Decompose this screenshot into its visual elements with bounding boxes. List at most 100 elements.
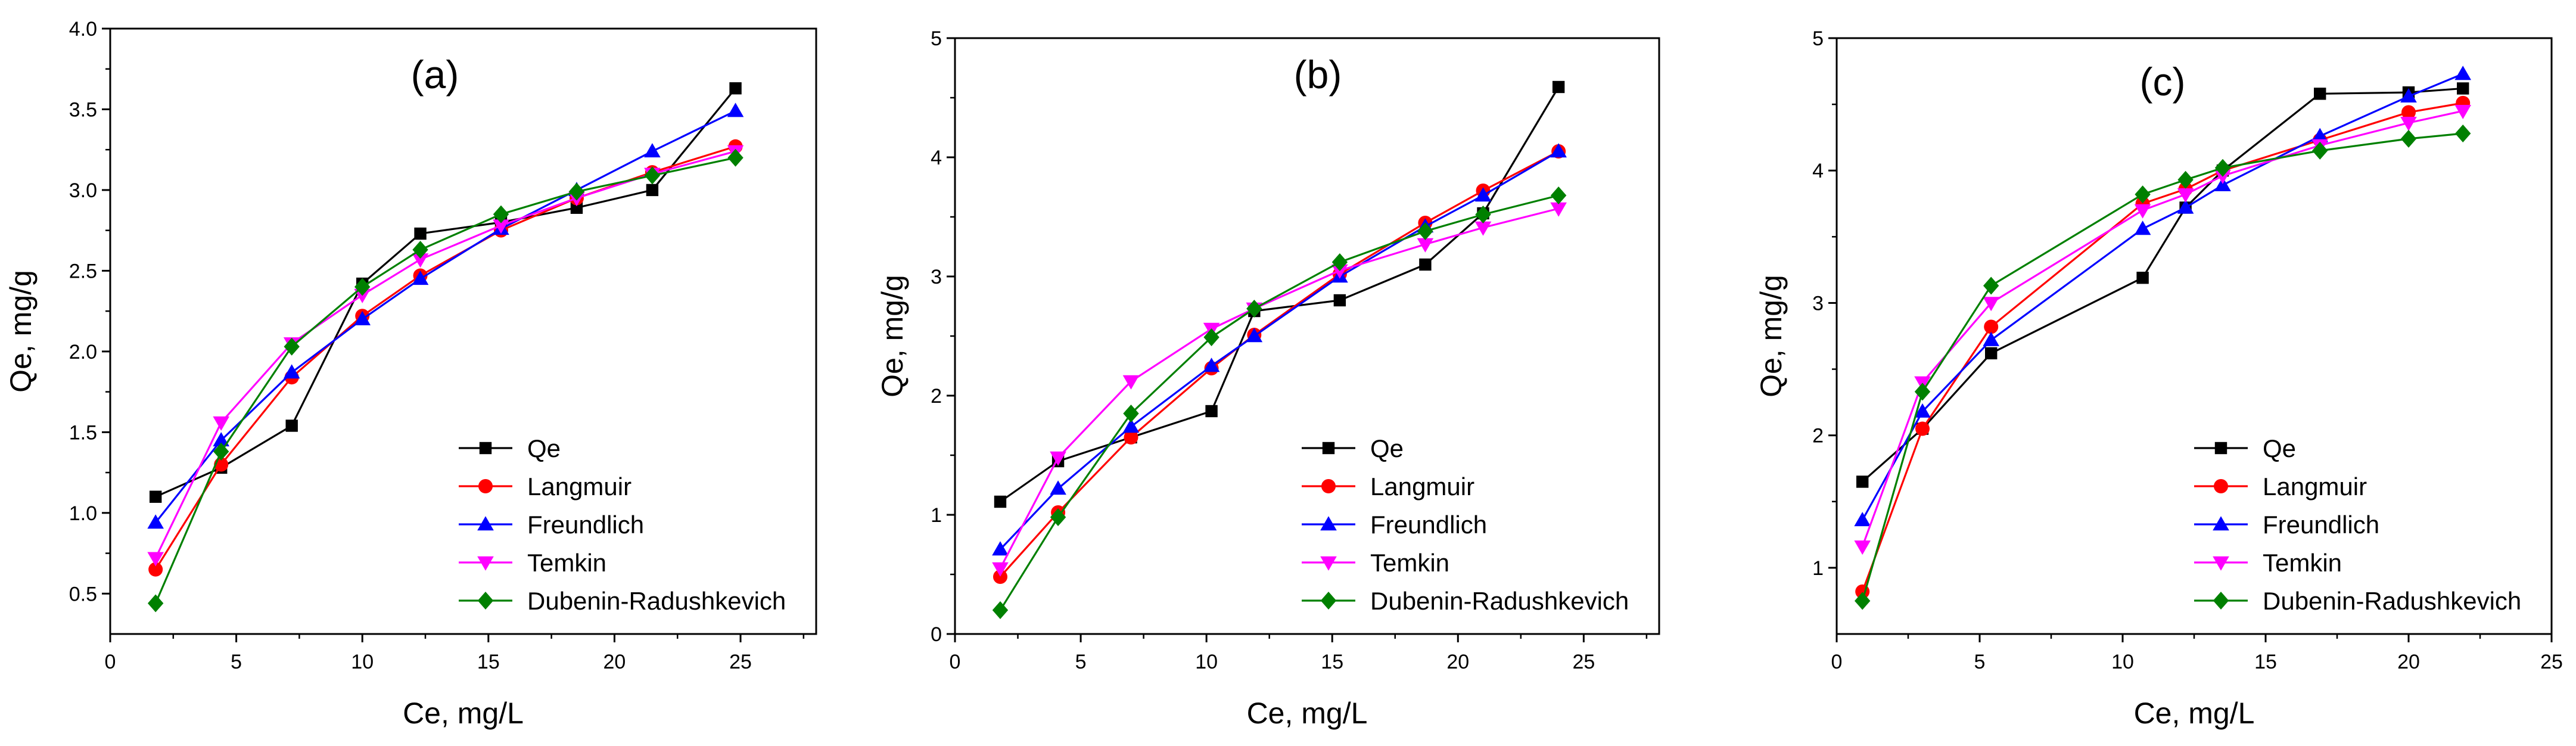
legend-label: Dubenin-Radushkevich: [2263, 587, 2521, 615]
chart-panel-c: 0 5 10 15 20 25 1 2 3 4 5 Ce, mg/L Qe, mg/g (c) Qe Lang…: [1754, 27, 2563, 730]
x-tick-label: 5: [1075, 651, 1087, 673]
panel-label: (b): [1294, 52, 1342, 97]
legend-marker: [2213, 592, 2229, 610]
series-freundlich: [1854, 66, 2471, 527]
data-point: [414, 227, 427, 240]
legend-label: Freundlich: [2263, 511, 2379, 539]
data-point: [1050, 480, 1066, 495]
data-point: [1984, 319, 1999, 334]
data-point: [1246, 328, 1263, 343]
data-point: [994, 495, 1007, 508]
data-point: [992, 541, 1009, 556]
legend-label: Dubenin-Radushkevich: [1370, 587, 1629, 615]
x-tick-label: 20: [603, 651, 626, 673]
legend-marker: [1320, 556, 1337, 571]
legend-label: Langmuir: [1370, 473, 1474, 501]
x-tick-label: 15: [477, 651, 500, 673]
data-point: [1122, 418, 1140, 433]
y-tick-label: 5: [931, 27, 942, 50]
data-point: [412, 241, 428, 259]
data-point: [993, 570, 1007, 584]
data-point: [2311, 128, 2328, 142]
chart-panel-b: 0 5 10 15 20 25 0 1 2 3 4 5 Ce, mg/L Qe, mg/g (b) Qe Lan…: [876, 27, 1660, 730]
data-point: [147, 594, 164, 613]
x-tick-label: 25: [2540, 651, 2563, 673]
data-point: [354, 310, 371, 325]
data-point: [1855, 592, 1871, 610]
plot-frame: [109, 27, 817, 635]
data-point: [2177, 188, 2194, 203]
data-point: [2457, 82, 2469, 95]
data-point: [2400, 129, 2417, 148]
data-point: [570, 201, 583, 214]
data-point: [1203, 358, 1220, 372]
data-point: [1050, 508, 1066, 526]
y-tick-label: 3: [931, 266, 942, 288]
y-tick-label: 2: [931, 385, 942, 408]
series-temkin: [147, 145, 744, 567]
data-point: [2312, 141, 2328, 160]
data-point: [1983, 331, 1999, 346]
legend-label: Qe: [2263, 434, 2296, 462]
data-point: [213, 432, 230, 447]
x-tick-label: 20: [2397, 651, 2420, 673]
data-point: [2135, 185, 2151, 204]
data-point: [2134, 204, 2151, 219]
legend-marker: [2214, 479, 2228, 493]
chart-panel-a: 0 5 10 15 20 25 0.5 1.0 1.5 2.0 2.5 3.0 3.5 4.0 Ce, mg…: [4, 18, 817, 730]
panel-label: (a): [411, 52, 459, 97]
data-point: [2454, 66, 2471, 80]
y-tick-label: 3: [1812, 292, 1824, 315]
y-tick-label: 3.5: [69, 98, 97, 121]
legend: Qe Langmuir Freundlich Temkin Dubenin-Radush…: [2194, 434, 2521, 615]
data-point: [213, 442, 229, 461]
data-point: [148, 562, 163, 577]
data-point: [1419, 258, 1432, 271]
data-point: [1331, 264, 1348, 279]
series-langmuir: [148, 139, 743, 577]
series-temkin: [1854, 105, 2471, 555]
data-point: [283, 364, 300, 379]
data-point: [727, 148, 743, 167]
data-point: [2134, 220, 2151, 235]
data-point: [1550, 186, 1567, 204]
data-point: [2400, 88, 2417, 102]
y-axis-title: Qe, mg/g: [1754, 275, 1788, 397]
y-tick-label: 1: [1812, 557, 1824, 580]
series-dubenin-radushkevich: [992, 186, 1567, 619]
y-tick-label: 2.0: [69, 341, 97, 363]
data-point: [1333, 294, 1346, 307]
data-point: [729, 82, 742, 95]
legend-marker: [1320, 592, 1337, 610]
data-point: [2400, 117, 2417, 132]
data-point: [284, 337, 300, 356]
legend-label: Qe: [527, 434, 561, 462]
legend-marker: [2213, 556, 2229, 571]
x-tick-label: 5: [1974, 651, 1986, 673]
y-tick-label: 3.0: [69, 179, 97, 202]
data-point: [1205, 405, 1218, 418]
data-point: [1550, 143, 1567, 158]
data-point: [149, 490, 162, 503]
y-tick-label: 1.5: [69, 421, 97, 444]
series-line: [1861, 110, 2463, 547]
data-point: [1474, 221, 1492, 236]
legend-label: Qe: [1370, 434, 1404, 462]
y-tick-label: 4: [931, 147, 942, 169]
y-tick-label: 4: [1812, 160, 1824, 182]
legend-marker: [477, 592, 494, 610]
series-line: [999, 194, 1559, 611]
legend-marker: [478, 479, 493, 493]
legend-label: Temkin: [1370, 549, 1449, 577]
data-point: [412, 253, 429, 268]
data-point: [2314, 88, 2326, 100]
data-point: [644, 143, 661, 158]
data-point: [1417, 238, 1434, 253]
data-point: [1122, 375, 1140, 390]
x-axis-title: Ce, mg/L: [403, 697, 524, 730]
data-point: [1550, 202, 1567, 217]
data-point: [2401, 105, 2416, 120]
series-line: [155, 88, 736, 498]
series-line: [1861, 73, 2463, 521]
